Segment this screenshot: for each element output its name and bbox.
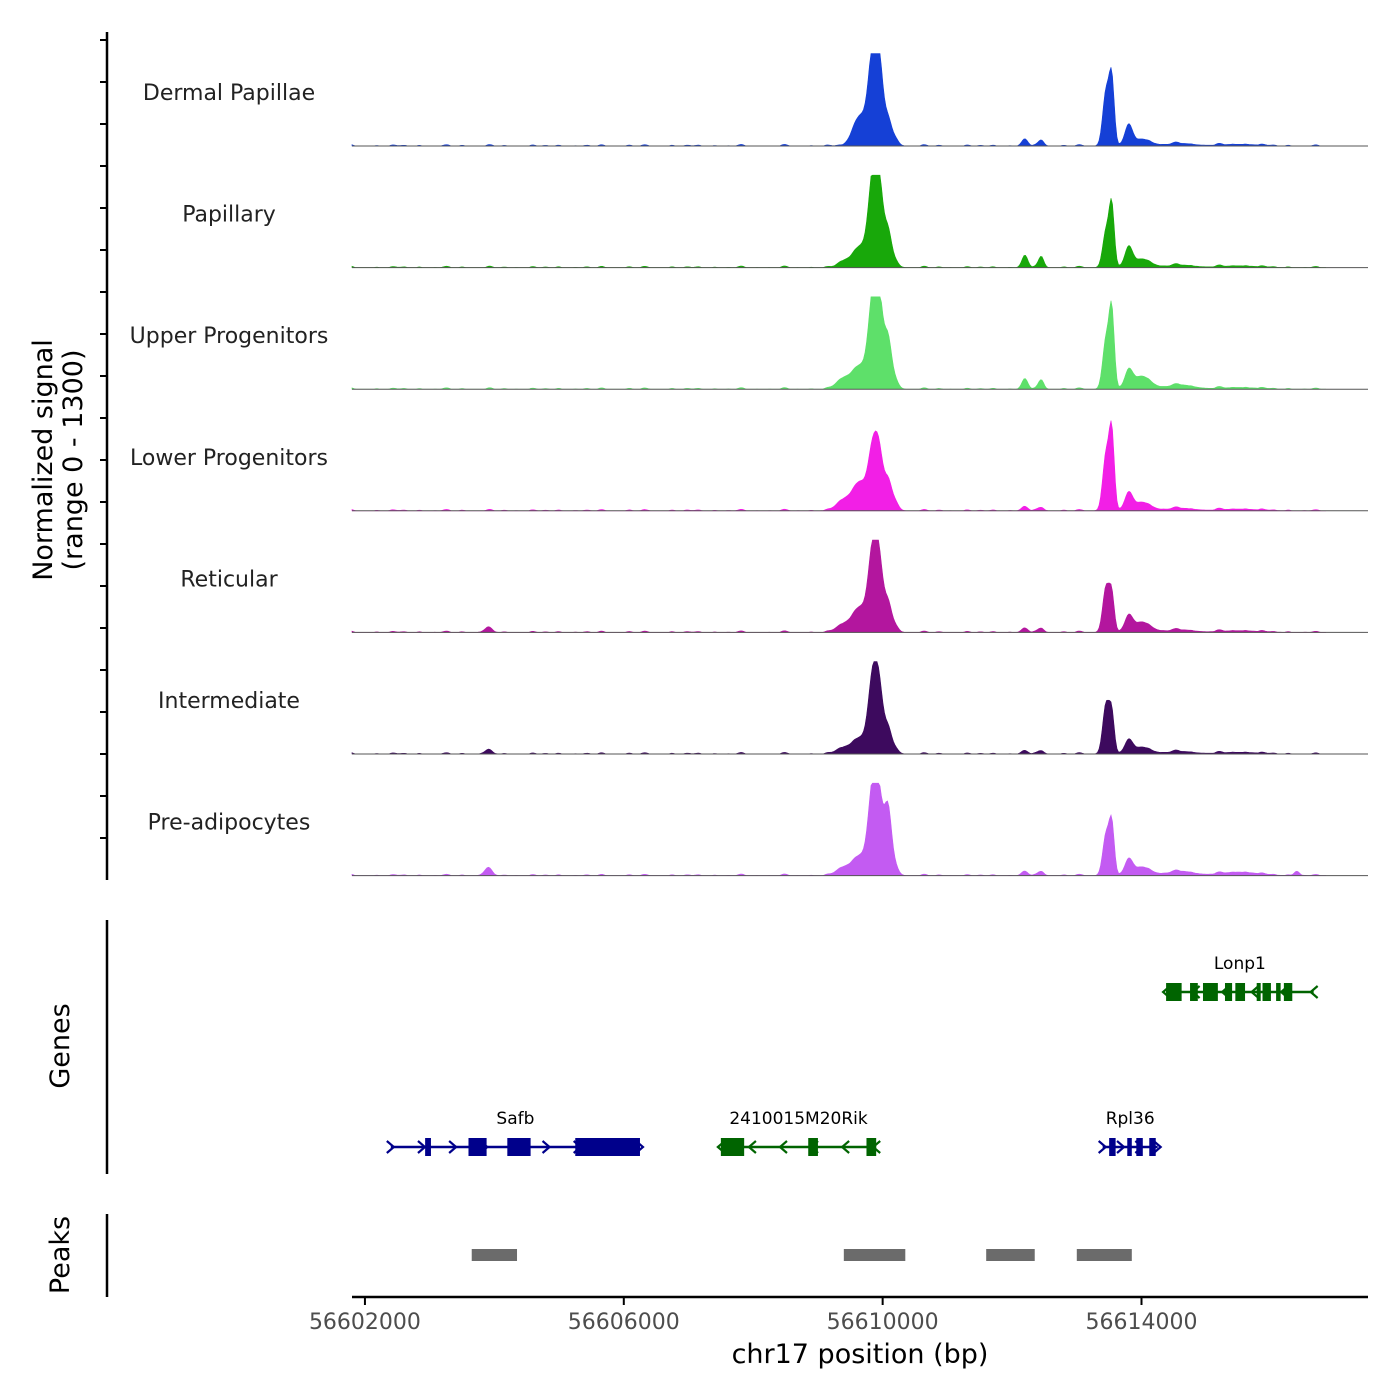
strand-arrow <box>448 1140 458 1154</box>
x-tick-label: 56602000 <box>309 1310 421 1335</box>
track-label: Dermal Papillae <box>143 81 315 106</box>
track-label: Intermediate <box>158 689 300 714</box>
gene-exon <box>1224 983 1233 1001</box>
gene-exon <box>507 1138 531 1156</box>
track-label: Upper Progenitors <box>130 324 329 349</box>
track-label: Papillary <box>182 203 276 228</box>
track-label: Reticular <box>180 567 278 592</box>
gene-name-label: 2410015M20Rik <box>729 1109 868 1129</box>
coverage-area <box>351 174 1326 268</box>
x-tick-label: 56606000 <box>568 1310 680 1335</box>
gene-exon <box>808 1138 818 1156</box>
x-tick-label: 56610000 <box>827 1310 939 1335</box>
x-tick-label: 56614000 <box>1086 1310 1198 1335</box>
coverage-track: Dermal Papillae <box>143 53 1368 147</box>
gene-exon <box>1262 983 1271 1001</box>
coverage-area <box>351 539 1326 633</box>
strand-arrow <box>541 1140 552 1154</box>
gene-exon <box>1136 1138 1143 1156</box>
gene-exon <box>1283 983 1293 1001</box>
strand-arrow <box>417 1140 427 1154</box>
coverage-tracks: Dermal Papillae Papillary Upper Progenitor… <box>130 53 1368 877</box>
peak-region <box>471 1249 518 1261</box>
gene-name-label: Lonp1 <box>1214 954 1266 974</box>
gene-exon <box>1149 1138 1156 1156</box>
strand-arrow <box>1152 1140 1163 1154</box>
x-axis: 56602000 56606000 56610000 56614000 <box>309 1295 1368 1335</box>
gene-exon <box>575 1138 640 1156</box>
gene-exon <box>1276 983 1281 1001</box>
gene-exon <box>866 1138 877 1156</box>
y-axis-label-line1: Normalized signal <box>28 339 59 581</box>
peak-region <box>986 1249 1035 1261</box>
coverage-area <box>351 53 1326 147</box>
strand-arrow <box>1097 1140 1108 1154</box>
coverage-track: Pre-adipocytes <box>148 782 1368 877</box>
peak-region <box>843 1249 906 1261</box>
gene-annotation-track: Safb 2410015M20Rik Rpl36 Lonp1 <box>105 920 1319 1174</box>
gene-model: Rpl36 <box>1097 1109 1163 1156</box>
strand-arrow <box>1308 985 1319 999</box>
coverage-area <box>351 782 1326 876</box>
signal-y-axis <box>100 32 109 880</box>
strand-arrow <box>778 1140 788 1154</box>
coverage-area <box>351 661 1326 755</box>
coverage-track: Lower Progenitors <box>130 420 1368 512</box>
gene-name-label: Safb <box>496 1109 534 1129</box>
peak-region <box>1076 1249 1132 1261</box>
gene-exon <box>1190 983 1198 1001</box>
track-label: Pre-adipocytes <box>148 811 311 836</box>
strand-arrow <box>386 1140 396 1154</box>
gene-exon <box>425 1138 431 1156</box>
coverage-track: Papillary <box>182 174 1368 269</box>
gene-exon <box>468 1138 487 1156</box>
gene-exon <box>1202 983 1218 1001</box>
strand-arrow <box>747 1140 757 1154</box>
strand-arrow <box>1249 985 1260 999</box>
gene-exon <box>1127 1138 1132 1156</box>
x-axis-label: chr17 position (bp) <box>732 1339 989 1370</box>
genes-track-label: Genes <box>45 1003 76 1088</box>
gene-exon <box>1235 983 1246 1001</box>
gene-model: Safb <box>386 1109 645 1156</box>
coverage-track: Intermediate <box>158 661 1368 755</box>
gene-exon <box>1109 1138 1116 1156</box>
strand-arrow <box>1116 1140 1126 1154</box>
track-label: Lower Progenitors <box>130 446 328 471</box>
gene-exon <box>1256 983 1261 1001</box>
strand-arrow <box>840 1140 850 1154</box>
gene-name-label: Rpl36 <box>1106 1109 1155 1129</box>
gene-exon <box>1166 983 1182 1001</box>
peaks-track <box>105 1214 1132 1297</box>
gene-model: Lonp1 <box>1161 954 1319 1001</box>
coverage-track: Reticular <box>180 539 1368 633</box>
y-axis-label-line2: (range 0 - 1300) <box>58 350 89 571</box>
gene-exon <box>720 1138 745 1156</box>
peaks-track-label: Peaks <box>45 1216 76 1294</box>
coverage-area <box>351 420 1326 512</box>
coverage-area <box>351 296 1326 390</box>
coverage-track: Upper Progenitors <box>130 296 1368 390</box>
gene-model: 2410015M20Rik <box>716 1109 881 1156</box>
